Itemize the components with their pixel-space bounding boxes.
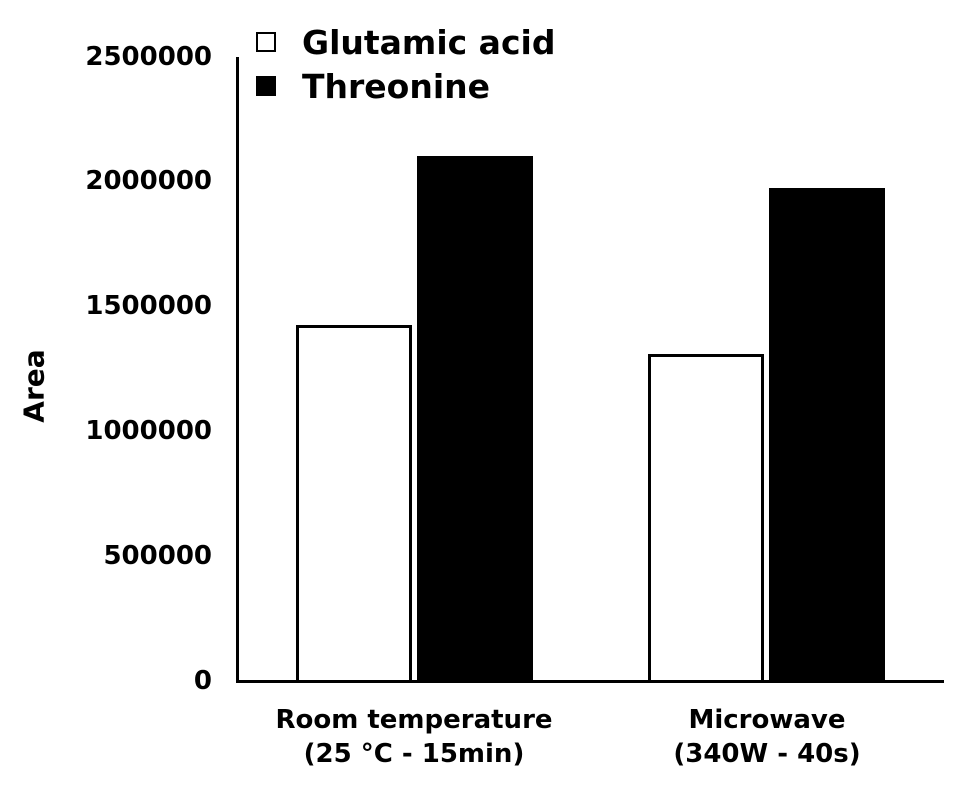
- x-axis-line: [236, 680, 944, 683]
- bar-glutamic-acid: [296, 325, 412, 681]
- y-axis-line: [236, 57, 239, 683]
- legend-swatch-open-square-icon: [256, 32, 276, 52]
- bar-threonine: [417, 155, 533, 681]
- x-category-label: Room temperature (25 °C - 15min): [275, 705, 553, 769]
- legend-item-threonine: Threonine: [256, 64, 555, 108]
- y-tick-label: 2000000: [85, 166, 212, 196]
- legend-item-glutamic-acid: Glutamic acid: [256, 20, 555, 64]
- y-tick-label: 0: [193, 666, 212, 696]
- y-tick-label: 2500000: [85, 42, 212, 72]
- bar-glutamic-acid: [648, 354, 764, 681]
- y-tick-label: 1500000: [85, 291, 212, 321]
- y-tick-label: 500000: [103, 541, 212, 571]
- bar-threonine: [769, 188, 885, 681]
- x-category-label: Microwave (340W - 40s): [673, 705, 861, 769]
- legend-swatch-filled-square-icon: [256, 76, 276, 96]
- y-axis-label: Area: [17, 349, 51, 423]
- legend: Glutamic acid Threonine: [256, 20, 555, 108]
- y-tick-label: 1000000: [85, 416, 212, 446]
